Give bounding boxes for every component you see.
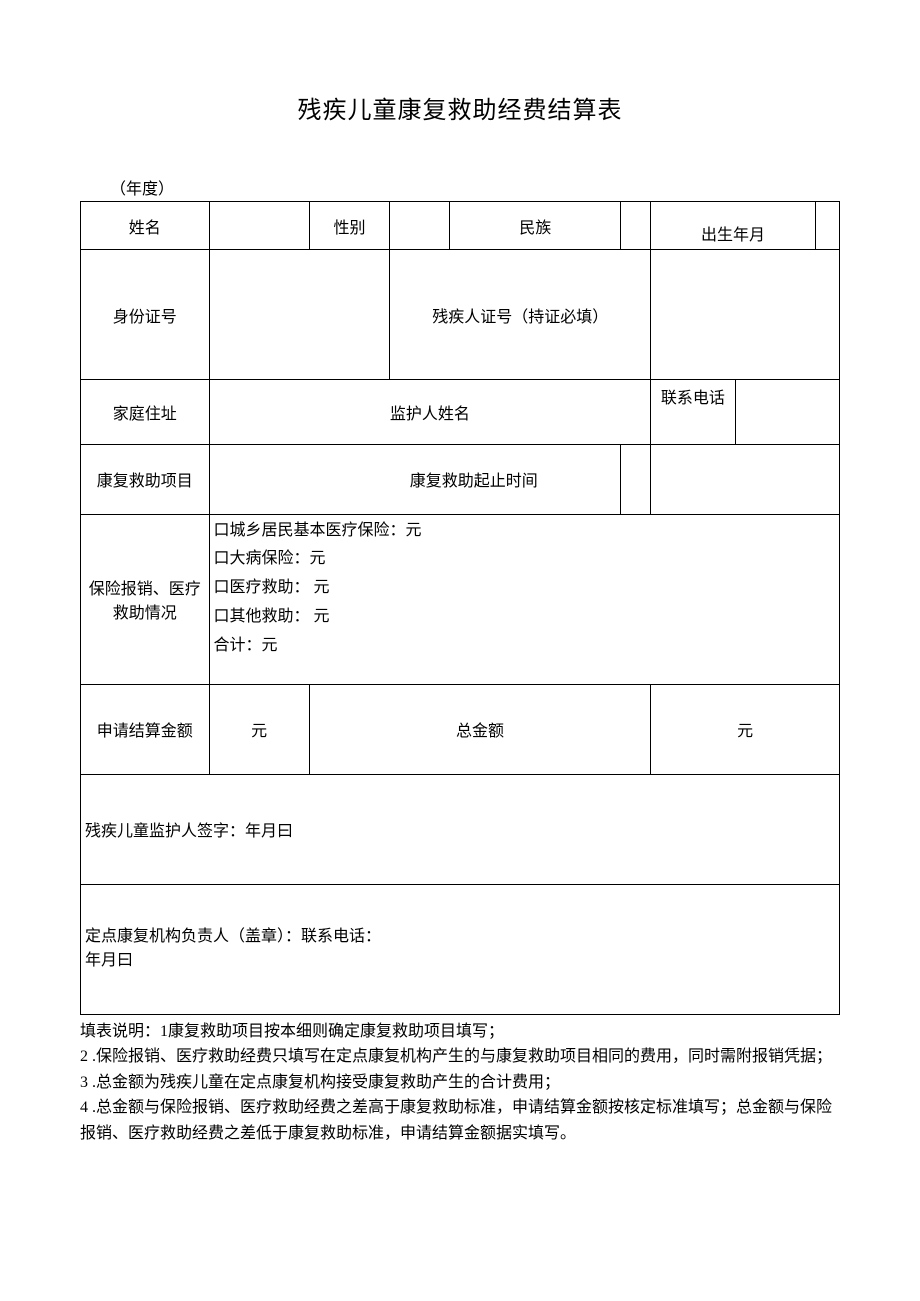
org-sign-content: 定点康复机构负责人（盖章）：联系电话： 年月曰 [81, 884, 840, 1014]
note-1: 填表说明：1康复救助项目按本细则确定康复救助项目填写； [80, 1019, 840, 1045]
ins-item-2: 口大病保险：元 [214, 545, 836, 574]
total-amount-value: 元 [651, 684, 840, 774]
row-id: 身份证号 残疾人证号（持证必填） [81, 250, 840, 380]
address-label: 家庭住址 [81, 380, 210, 445]
row-project: 康复救助项目 康复救助起止时间 [81, 444, 840, 514]
name-label: 姓名 [81, 202, 210, 250]
idcard-label: 身份证号 [81, 250, 210, 380]
row-org-sign: 定点康复机构负责人（盖章）：联系电话： 年月曰 [81, 884, 840, 1014]
disability-card-value [651, 250, 840, 380]
guardian-label: 监护人姓名 [209, 380, 651, 445]
idcard-value [209, 250, 390, 380]
apply-amount-label: 申请结算金额 [81, 684, 210, 774]
org-line-2: 年月曰 [85, 949, 837, 973]
ethnic-value [621, 202, 651, 250]
dob-value [815, 202, 839, 250]
project-label: 康复救助项目 [81, 444, 210, 514]
org-line-1: 定点康复机构负责人（盖章）：联系电话： [85, 925, 837, 949]
phone-value [735, 380, 839, 445]
ins-item-1: 口城乡居民基本医疗保险：元 [214, 517, 836, 546]
insurance-label: 保险报销、医疗救助情况 [81, 514, 210, 684]
phone-sub [651, 412, 735, 444]
total-amount-label: 总金额 [309, 684, 650, 774]
insurance-content: 口城乡居民基本医疗保险：元 口大病保险：元 口医疗救助： 元 口其他救助： 元 … [209, 514, 840, 684]
name-value [209, 202, 309, 250]
row-amount: 申请结算金额 元 总金额 元 [81, 684, 840, 774]
period-label: 康复救助起止时间 [209, 444, 621, 514]
ethnic-label: 民族 [450, 202, 621, 250]
ins-item-3: 口医疗救助： 元 [214, 574, 836, 603]
year-label: （年度） [110, 175, 840, 199]
ins-item-4: 口其他救助： 元 [214, 603, 836, 632]
disability-card-label: 残疾人证号（持证必填） [390, 250, 651, 380]
row-guardian-sign: 残疾儿童监护人签字：年月曰 [81, 774, 840, 884]
guardian-sign-text: 残疾儿童监护人签字：年月曰 [81, 774, 840, 884]
row-address-phone-top: 家庭住址 监护人姓名 联系电话 [81, 380, 840, 413]
apply-amount-value: 元 [209, 684, 309, 774]
gender-value [390, 202, 450, 250]
period-split [621, 444, 651, 514]
phone-label: 联系电话 [651, 380, 735, 413]
page-title: 残疾儿童康复救助经费结算表 [80, 90, 840, 125]
settlement-table: 姓名 性别 民族 出生年月 身份证号 残疾人证号（持证必填） 家庭住址 监护人姓… [80, 201, 840, 1015]
dob-label: 出生年月 [651, 202, 816, 250]
row-basic-info: 姓名 性别 民族 出生年月 [81, 202, 840, 250]
note-2: 2 .保险报销、医疗救助经费只填写在定点康复机构产生的与康复救助项目相同的费用，… [80, 1044, 840, 1070]
ins-item-5: 合计：元 [214, 632, 836, 661]
row-insurance: 保险报销、医疗救助情况 口城乡居民基本医疗保险：元 口大病保险：元 口医疗救助：… [81, 514, 840, 684]
note-4: 4 .总金额与保险报销、医疗救助经费之差高于康复救助标准，申请结算金额按核定标准… [80, 1095, 840, 1146]
notes-section: 填表说明：1康复救助项目按本细则确定康复救助项目填写； 2 .保险报销、医疗救助… [80, 1019, 840, 1147]
gender-label: 性别 [309, 202, 389, 250]
period-value [651, 444, 840, 514]
note-3: 3 .总金额为残疾儿童在定点康复机构接受康复救助产生的合计费用； [80, 1070, 840, 1096]
